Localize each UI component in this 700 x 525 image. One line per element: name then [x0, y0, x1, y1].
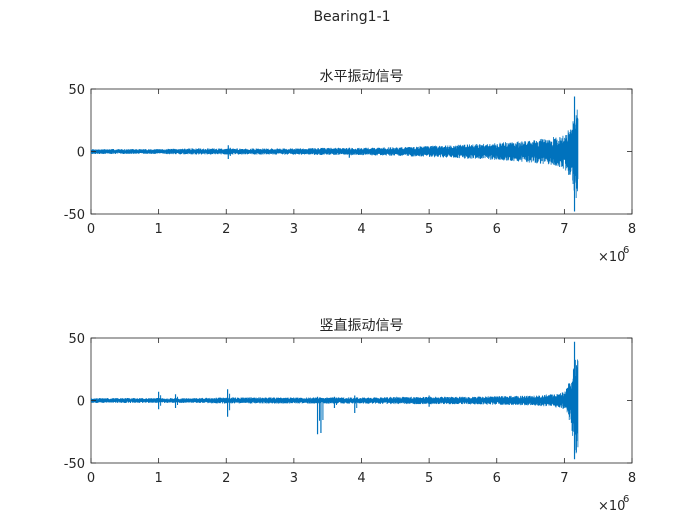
vertical-x-tick-label: 3	[290, 471, 298, 486]
horizontal-x-tick-label: 4	[357, 222, 365, 237]
vertical-x-tick-label: 2	[222, 471, 230, 486]
vertical-x-tick-label: 7	[560, 471, 568, 486]
horizontal-x-tick-label: 2	[222, 222, 230, 237]
horizontal-x-tick-label: 3	[290, 222, 298, 237]
vertical-x-tick-label: 4	[357, 471, 365, 486]
vertical-x-tick-label: 8	[628, 471, 636, 486]
horizontal-x-tick-label: 5	[425, 222, 433, 237]
vertical-x-tick-label: 5	[425, 471, 433, 486]
horizontal-x-exponent-power: 6	[623, 245, 629, 256]
horizontal-x-tick-label: 0	[87, 222, 95, 237]
horizontal-x-tick-label: 8	[628, 222, 636, 237]
vertical-y-tick-label: 50	[68, 332, 85, 347]
horizontal-x-tick-label: 1	[154, 222, 162, 237]
horizontal-x-tick-label: 6	[493, 222, 501, 237]
horizontal-x-exponent-label: ×10	[598, 250, 625, 265]
vertical-x-tick-label: 1	[154, 471, 162, 486]
vertical-y-tick-label: -50	[64, 457, 85, 472]
horizontal-x-tick-label: 7	[560, 222, 568, 237]
horizontal-subplot-title: 水平振动信号	[320, 69, 404, 85]
horizontal-y-tick-label: 50	[68, 83, 85, 98]
vertical-x-exponent-label: ×10	[598, 499, 625, 514]
vertical-subplot-title: 竖直振动信号	[320, 317, 404, 334]
horizontal-signal-trace	[91, 109, 579, 198]
vertical-y-tick-label: 0	[77, 395, 85, 410]
vertical-x-tick-label: 6	[493, 471, 501, 486]
figure-title: Bearing1-1	[313, 9, 390, 25]
horizontal-y-tick-label: 0	[77, 146, 85, 161]
horizontal-y-tick-label: -50	[64, 208, 85, 223]
vertical-x-exponent-power: 6	[623, 494, 629, 505]
vertical-x-tick-label: 0	[87, 471, 95, 486]
